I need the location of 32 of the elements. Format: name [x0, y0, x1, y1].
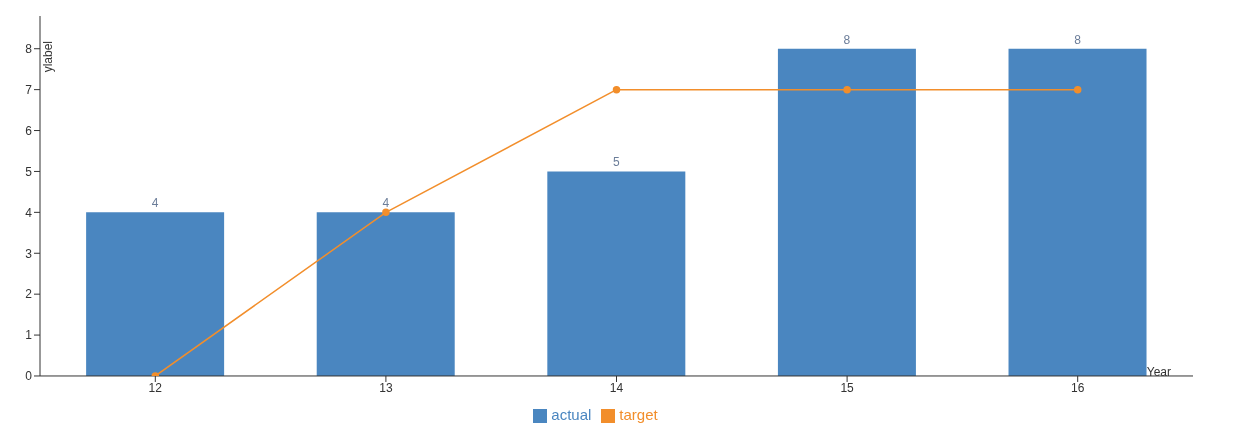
y-axis-title: ylabel	[40, 41, 55, 73]
y-tick-label: 4	[25, 205, 33, 220]
data-label: 4	[151, 196, 159, 211]
point	[382, 208, 390, 217]
point	[1073, 85, 1082, 94]
x-axis-title: Year	[1146, 364, 1171, 379]
bar	[86, 212, 225, 376]
data-label: 5	[612, 155, 620, 170]
bar	[316, 212, 455, 376]
y-tick-label: 5	[25, 164, 33, 179]
data-label: 8	[1074, 32, 1082, 47]
legend-label: target	[619, 405, 658, 423]
y-tick-label: 1	[25, 328, 33, 343]
x-tick-label: 16	[1071, 381, 1085, 396]
y-tick-label: 8	[25, 41, 33, 56]
bar	[547, 171, 686, 376]
x-tick-label: 14	[609, 381, 624, 396]
bar	[1008, 48, 1147, 376]
y-tick-label: 6	[25, 123, 33, 138]
x-tick-label: 13	[379, 381, 393, 396]
y-tick-label: 0	[25, 369, 33, 384]
x-tick-label: 15	[840, 381, 855, 396]
y-tick-label: 3	[25, 246, 33, 261]
legend-label: actual	[551, 405, 592, 423]
y-tick-label: 7	[25, 82, 33, 97]
point	[843, 85, 851, 94]
point	[612, 85, 621, 94]
data-label: 8	[843, 32, 851, 47]
bar	[777, 48, 916, 376]
data-label: 4	[382, 196, 390, 211]
y-tick-label: 2	[25, 287, 33, 302]
x-tick-label: 12	[148, 381, 163, 396]
